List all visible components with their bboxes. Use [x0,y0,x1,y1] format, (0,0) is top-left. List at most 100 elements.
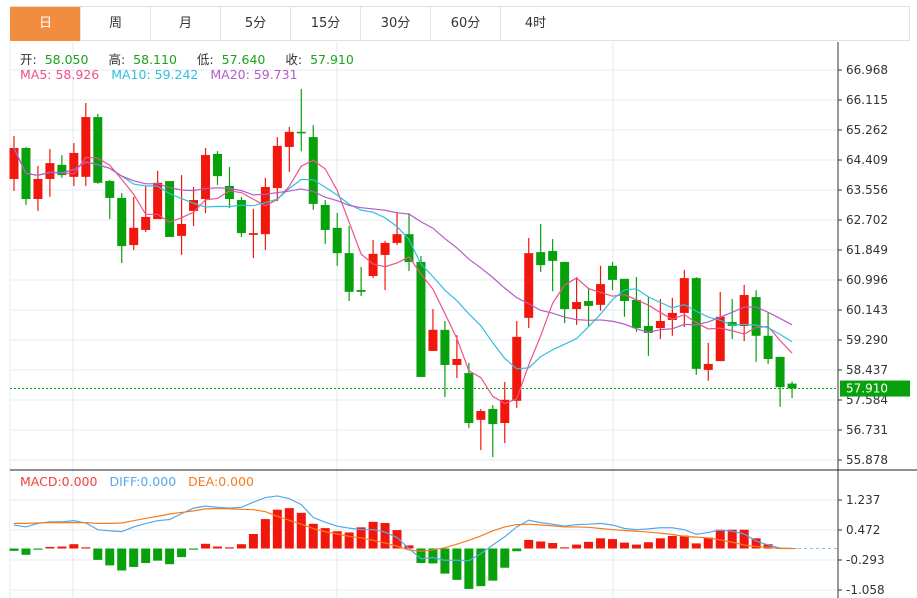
macd-bar-positive [572,544,582,549]
macd-bar-positive [45,546,55,549]
macd-bar-negative [21,548,31,555]
close-value: 57.910 [310,52,354,67]
macd-bar-positive [344,532,354,549]
tab-30min[interactable]: 30分 [360,7,430,41]
candle-up [572,302,582,310]
candle-down [296,131,306,134]
macd-bar-positive [703,537,713,549]
ma5-value: MA5: 58.926 [20,67,100,82]
candle-down [464,373,474,424]
tab-week[interactable]: 周 [80,7,150,41]
candle-down [117,197,127,247]
macd-bar-positive [308,523,318,549]
tab-5min[interactable]: 5分 [220,7,290,41]
macd-bar-positive [69,544,79,549]
macd-bar-negative [189,548,199,550]
open-label: 开: [20,52,37,67]
candle-up [69,152,79,177]
tab-month[interactable]: 月 [150,7,220,41]
macd-bar-positive [655,538,665,549]
macd-bar-negative [93,548,103,560]
y-tick-label: 66.115 [846,93,888,107]
macd-bar-negative [464,548,474,589]
candle-down [165,181,175,237]
macd-bar-positive [201,543,211,549]
candle-up [596,284,606,305]
candle-up [272,145,282,189]
dea-line [14,507,793,552]
diff-value: DIFF:0.000 [109,474,177,489]
macd-bar-positive [631,544,641,549]
candle-down [787,383,797,389]
macd-bar-positive [224,547,234,549]
candle-down [320,204,330,230]
candle-up [500,399,510,424]
y-tick-label: 58.437 [846,363,888,377]
low-value: 57.640 [221,52,266,67]
candle-down [631,299,641,329]
candle-up [201,155,211,199]
candle-up [284,131,294,147]
macd-bar-positive [691,543,701,549]
candle-down [440,329,450,365]
candle-up [703,363,713,370]
candle-down [344,253,354,292]
macd-bar-positive [584,541,594,549]
macd-bar-positive [739,529,749,549]
tab-4hour[interactable]: 4时 [500,7,570,41]
macd-bar-positive [548,543,558,549]
candle-up [667,312,677,320]
macd-bar-negative [9,548,19,551]
y-tick-label: 64.409 [846,153,888,167]
candle-up [33,178,43,199]
ma20-value: MA20: 59.731 [210,67,298,82]
macd-y-tick-label: -0.293 [846,553,885,567]
candle-down [105,181,115,198]
y-tick-label: 65.262 [846,123,888,137]
y-tick-label: 59.290 [846,333,888,347]
macd-bar-positive [667,535,677,549]
macd-bar-negative [153,548,163,561]
macd-bar-positive [260,519,270,549]
tab-15min[interactable]: 15分 [290,7,360,41]
macd-bar-positive [392,530,402,549]
y-tick-label: 55.878 [846,453,888,467]
macd-bar-positive [272,509,282,549]
ohlc-readout: 开: 58.050 高: 58.110 低: 57.640 收: 57.910 [20,49,370,68]
macd-bar-negative [416,548,426,564]
macd-bar-positive [212,546,222,549]
macd-bar-positive [404,545,414,549]
y-tick-label: 56.731 [846,423,888,437]
candle-up [715,316,725,362]
ma10-line [13,147,793,370]
candle-down [775,356,785,388]
macd-bar-positive [596,538,606,549]
candle-up [189,200,199,211]
macd-y-tick-label: 0.472 [846,523,880,537]
candle-down [727,322,737,326]
candle-down [224,185,234,199]
macd-bar-negative [141,548,151,564]
macd-bar-positive [236,544,246,549]
macd-bar-negative [500,548,510,568]
candle-up [655,321,665,329]
candle-down [584,300,594,306]
candle-up [177,223,187,236]
close-label: 收: [285,52,303,67]
macd-bar-positive [284,508,294,549]
candle-down [536,252,546,266]
macd-bar-negative [165,548,175,565]
macd-bar-positive [608,539,617,549]
tab-day[interactable]: 日 [10,7,80,41]
last-price-tag [840,380,910,397]
tab-60min[interactable]: 60分 [430,7,500,41]
macd-bar-negative [33,548,43,550]
candle-down [751,297,761,336]
macd-bar-negative [512,548,522,552]
macd-bar-positive [248,534,258,549]
candle-down [212,153,222,177]
candle-up [248,233,258,235]
macd-bar-negative [105,548,115,566]
ma20-line [13,147,793,334]
